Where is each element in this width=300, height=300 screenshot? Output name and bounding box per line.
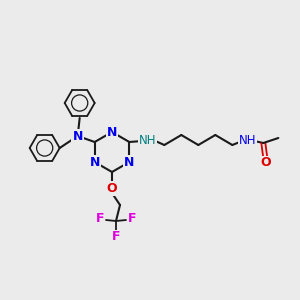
Text: N: N [89,155,100,169]
Text: O: O [107,182,117,194]
Text: N: N [124,155,134,169]
Text: F: F [112,230,120,244]
Text: N: N [107,125,117,139]
Text: F: F [96,212,104,226]
Text: NH: NH [139,134,156,146]
Text: NH: NH [238,134,256,146]
Text: F: F [128,212,136,226]
Text: N: N [73,130,83,142]
Text: O: O [260,157,271,169]
